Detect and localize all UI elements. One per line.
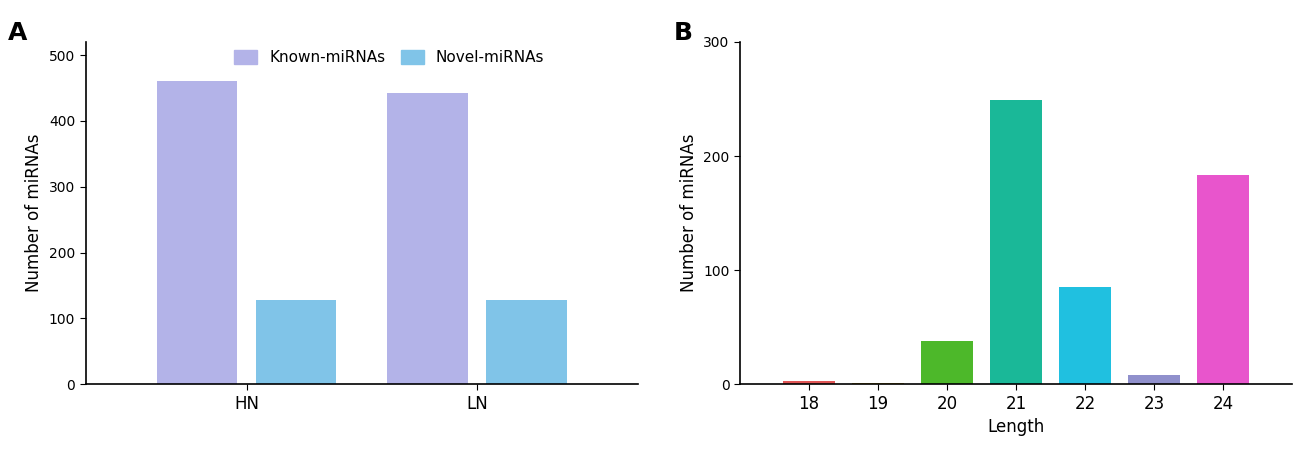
- Bar: [922, 341, 973, 384]
- X-axis label: Length: Length: [987, 418, 1045, 436]
- Bar: [486, 300, 566, 384]
- Bar: [1060, 287, 1111, 384]
- Bar: [256, 300, 336, 384]
- Bar: [158, 81, 238, 384]
- Legend: Known-miRNAs, Novel-miRNAs: Known-miRNAs, Novel-miRNAs: [227, 43, 551, 73]
- Y-axis label: Number of miRNAs: Number of miRNAs: [680, 134, 697, 292]
- Bar: [1197, 175, 1249, 384]
- Y-axis label: Number of miRNAs: Number of miRNAs: [25, 134, 43, 292]
- Bar: [783, 381, 835, 384]
- Bar: [387, 93, 467, 384]
- Text: A: A: [8, 21, 28, 45]
- Bar: [1128, 375, 1180, 384]
- Bar: [852, 383, 903, 384]
- Text: B: B: [674, 21, 693, 45]
- Bar: [990, 100, 1043, 384]
